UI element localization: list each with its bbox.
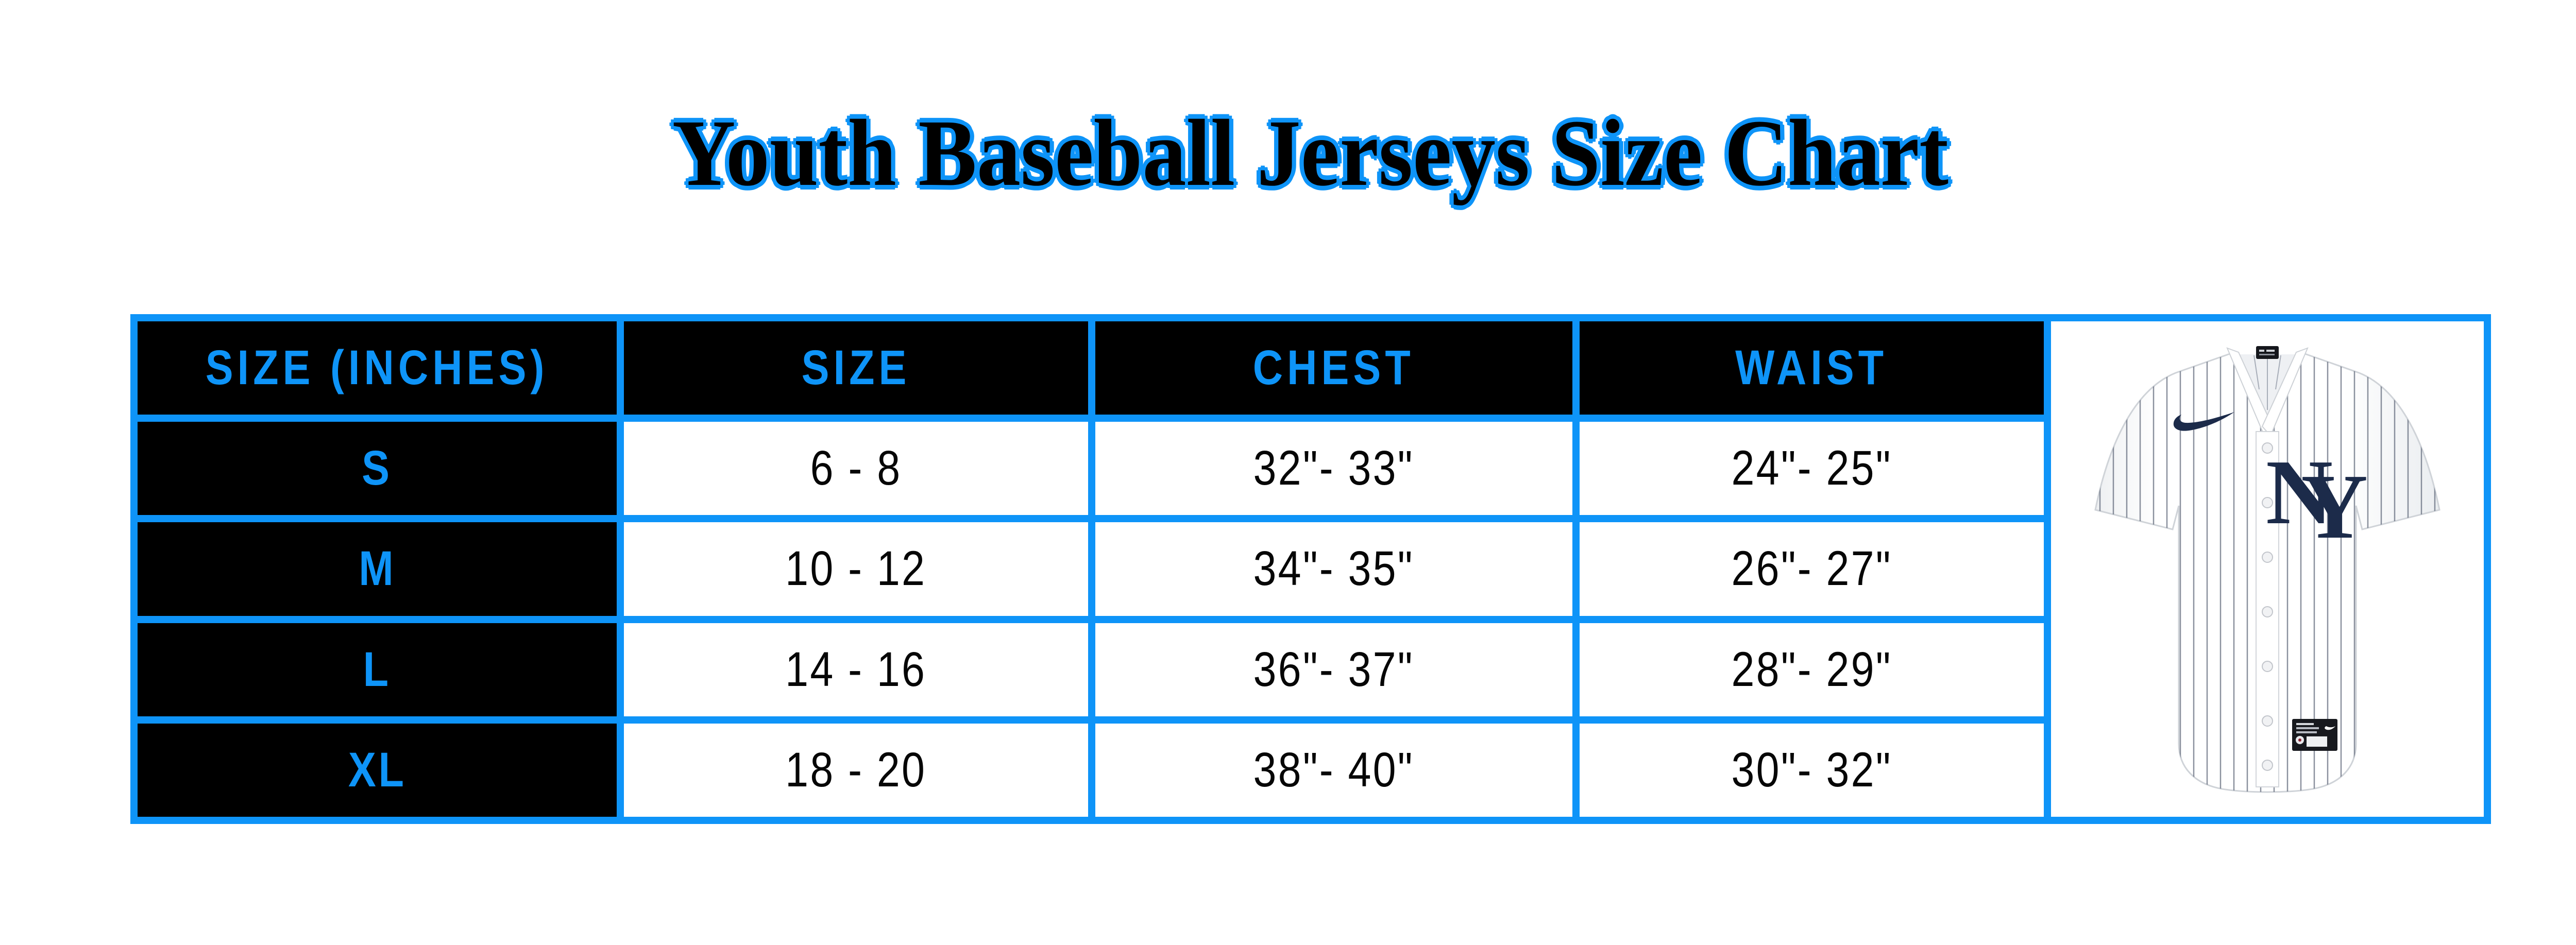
size-chart-table: SIZE (INCHES) SIZE CHEST WAIST [130,314,2491,824]
cell-value: 18 - 20 [785,742,927,797]
cell-value: 24"- 25" [1731,441,1892,496]
row-label-text: M [358,541,396,596]
collar-band-right [2261,347,2309,437]
collar-opening-stripes [2253,355,2281,410]
cell-value: 14 - 16 [785,642,927,697]
column-header-label: SIZE (INCHES) [206,340,549,396]
row-label-m: M [138,522,617,616]
column-header-label: CHEST [1252,340,1415,396]
nike-swoosh-icon [2173,411,2235,431]
page-title: Youth Baseball Jerseys Size Chart [0,106,2576,201]
jersey-image-cell: N Y [2051,321,2484,817]
ny-logo-n: N [2266,441,2333,543]
row-label-text: S [362,441,393,496]
cell-l-waist: 28"- 29" [1580,623,2044,716]
column-header-size-inches: SIZE (INCHES) [138,321,617,415]
ny-logo-y: Y [2301,455,2368,558]
cell-m-waist: 26"- 27" [1580,522,2044,616]
cell-value: 32"- 33" [1253,441,1415,496]
row-label-text: L [363,642,392,697]
cell-value: 34"- 35" [1253,541,1415,596]
cell-value: 26"- 27" [1731,541,1892,596]
cell-s-size: 6 - 8 [624,422,1088,516]
cell-s-chest: 32"- 33" [1095,422,1572,516]
cell-value: 30"- 32" [1731,742,1892,797]
cell-m-chest: 34"- 35" [1095,522,1572,616]
yankees-pinstripe-jersey-photo: N Y [2094,346,2441,793]
cell-value: 36"- 37" [1253,642,1415,697]
cell-value: 38"- 40" [1253,742,1415,797]
row-label-s: S [138,422,617,516]
jersey-buttons [2262,442,2273,771]
page-title-text: Youth Baseball Jerseys Size Chart [672,100,1948,206]
column-header-chest: CHEST [1095,321,1572,415]
cell-s-waist: 24"- 25" [1580,422,2044,516]
row-label-xl: XL [138,723,617,817]
cell-xl-chest: 38"- 40" [1095,723,1572,817]
row-label-l: L [138,623,617,716]
column-header-label: WAIST [1735,340,1888,396]
ny-logo: N Y [2266,441,2368,558]
cell-value: 6 - 8 [810,441,902,496]
row-label-text: XL [348,742,406,797]
cell-l-chest: 36"- 37" [1095,623,1572,716]
cell-l-size: 14 - 16 [624,623,1088,716]
neck-tag [2256,346,2279,359]
column-header-label: SIZE [801,340,911,396]
column-header-size: SIZE [624,321,1088,415]
column-header-waist: WAIST [1580,321,2044,415]
cell-xl-size: 18 - 20 [624,723,1088,817]
cell-value: 28"- 29" [1731,642,1892,697]
jock-tag [2292,718,2337,751]
cell-xl-waist: 30"- 32" [1580,723,2044,817]
cell-m-size: 10 - 12 [624,522,1088,616]
cell-value: 10 - 12 [785,541,927,596]
